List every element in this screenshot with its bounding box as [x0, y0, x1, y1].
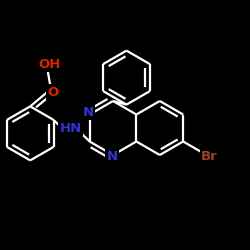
Text: Br: Br	[201, 150, 218, 164]
Text: OH: OH	[38, 58, 60, 71]
Text: N: N	[83, 106, 94, 119]
Text: HN: HN	[60, 122, 82, 135]
Text: O: O	[47, 86, 58, 98]
Text: N: N	[106, 150, 118, 164]
